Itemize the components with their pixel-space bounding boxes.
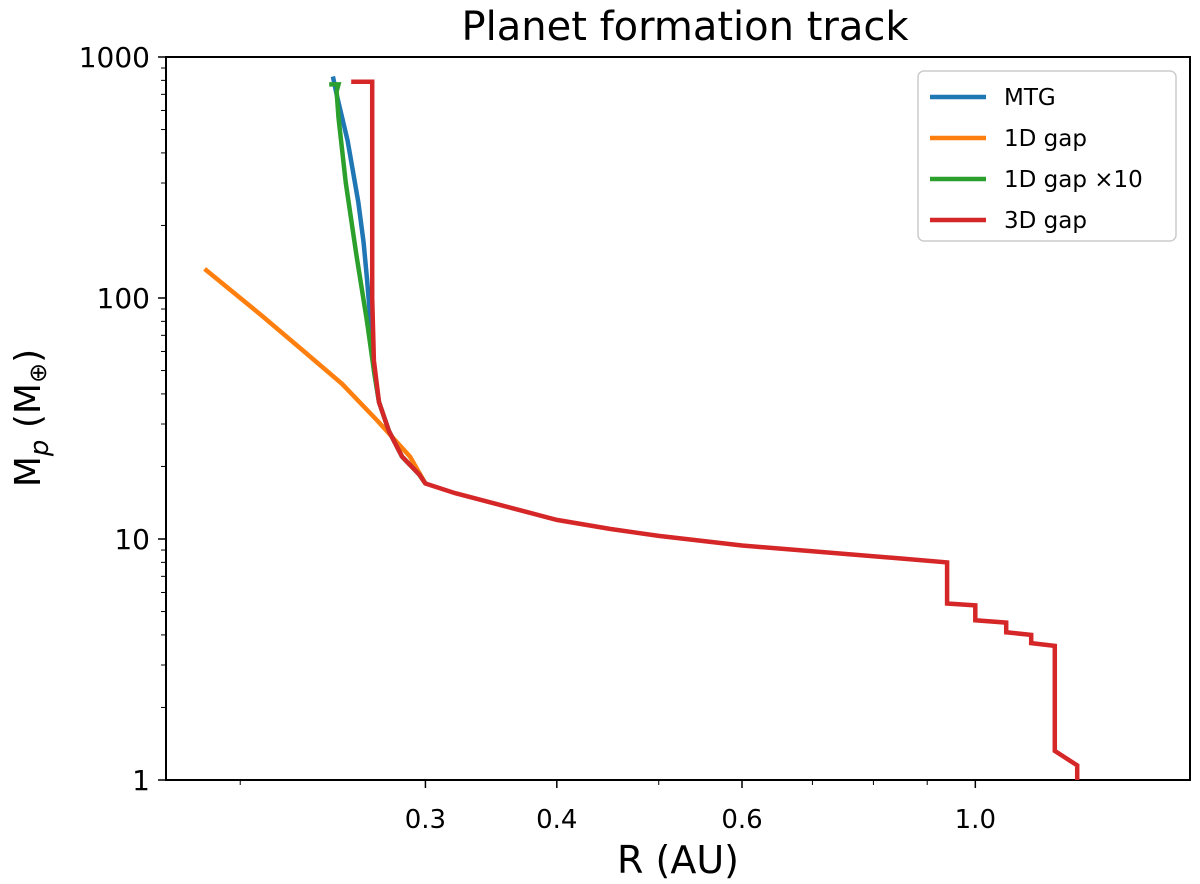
series-line-2 [203,267,428,485]
y-tick-label-4: 1000 [79,41,150,74]
series-layer [203,76,1080,780]
y-tick-label-1: 1 [132,764,150,797]
x-axis-label: R (AU) [617,838,739,882]
y-axis-label-close: ) [8,349,49,363]
y-axis-label-symbol: ⊕ [24,363,52,383]
x-tick-label-3: 0.6 [721,805,762,835]
y-ticks: 1 10 100 1000 [79,41,166,797]
y-axis-label-sub: p [25,440,55,458]
y-tick-label-3: 100 [97,282,150,315]
series-line-4 [351,79,1080,780]
legend-label-3: 1D gap ×10 [1004,167,1143,193]
legend-box [917,70,1177,242]
legend: MTG 1D gap 1D gap ×10 3D gap [917,70,1177,242]
y-axis-label: Mp (M⊕) [8,349,55,487]
legend-label-1: MTG [1004,85,1056,111]
legend-label-4: 3D gap [1004,208,1087,234]
x-ticks: 0.3 0.4 0.6 1.0 [239,780,996,835]
y-axis-label-unit: (M [8,383,49,440]
x-tick-label-4: 1.0 [955,805,996,835]
legend-label-2: 1D gap [1004,126,1087,152]
x-tick-label-1: 0.3 [405,805,446,835]
legend-items: MTG 1D gap 1D gap ×10 3D gap [930,85,1143,234]
chart-title: Planet formation track [461,4,909,50]
y-axis-label-main: M [8,456,49,487]
y-tick-label-2: 10 [114,523,150,556]
x-tick-label-2: 0.4 [536,805,577,835]
